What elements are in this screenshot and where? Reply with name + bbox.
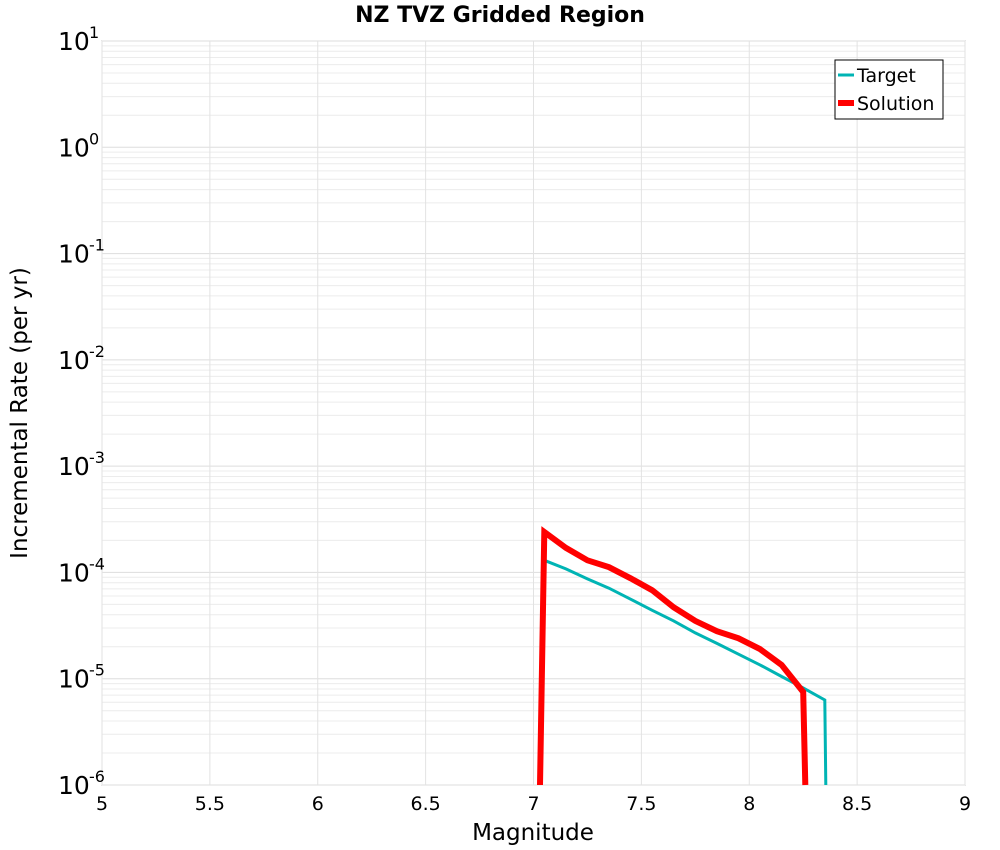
plot-area bbox=[101, 40, 966, 786]
y-tick-label: 10 bbox=[58, 665, 90, 694]
x-tick-label: 8 bbox=[743, 793, 755, 815]
legend-label-solution: Solution bbox=[857, 93, 934, 115]
legend-label-target: Target bbox=[856, 65, 916, 87]
y-tick-exponent: 0 bbox=[89, 129, 99, 148]
y-axis-label: Incremental Rate (per yr) bbox=[7, 267, 33, 559]
legend: Target Solution bbox=[834, 59, 944, 120]
x-tick-label: 6 bbox=[312, 793, 324, 815]
x-tick-label: 5 bbox=[96, 793, 108, 815]
y-tick-exponent: -1 bbox=[89, 236, 105, 255]
y-tick-exponent: -3 bbox=[89, 448, 105, 467]
series-layer bbox=[537, 526, 828, 786]
y-tick-label: 10 bbox=[58, 346, 90, 375]
legend-box bbox=[834, 59, 944, 120]
y-tick-label: 10 bbox=[58, 240, 90, 269]
x-tick-label: 9 bbox=[959, 793, 971, 815]
y-tick-label: 10 bbox=[58, 558, 90, 587]
y-tick-label: 10 bbox=[58, 452, 90, 481]
x-tick-label: 7 bbox=[527, 793, 539, 815]
x-tick-labels: 5 5.5 6 6.5 7 7.5 8 8.5 9 bbox=[96, 793, 971, 815]
y-tick-exponent: -6 bbox=[89, 767, 105, 786]
y-tick-label: 10 bbox=[58, 133, 90, 162]
y-tick-label: 10 bbox=[58, 27, 90, 56]
x-tick-label: 6.5 bbox=[411, 793, 441, 815]
y-tick-exponent: -5 bbox=[89, 661, 105, 680]
chart-title: NZ TVZ Gridded Region bbox=[355, 3, 645, 28]
x-tick-label: 8.5 bbox=[842, 793, 872, 815]
x-axis-label: Magnitude bbox=[472, 820, 594, 846]
grid bbox=[101, 40, 966, 786]
x-tick-label: 7.5 bbox=[626, 793, 656, 815]
y-tick-label: 10 bbox=[58, 771, 90, 800]
series-line-solution bbox=[537, 526, 809, 786]
x-tick-label: 5.5 bbox=[195, 793, 225, 815]
y-tick-exponent: -4 bbox=[89, 554, 105, 573]
y-tick-exponent: -2 bbox=[89, 342, 105, 361]
y-tick-exponent: 1 bbox=[89, 23, 99, 42]
